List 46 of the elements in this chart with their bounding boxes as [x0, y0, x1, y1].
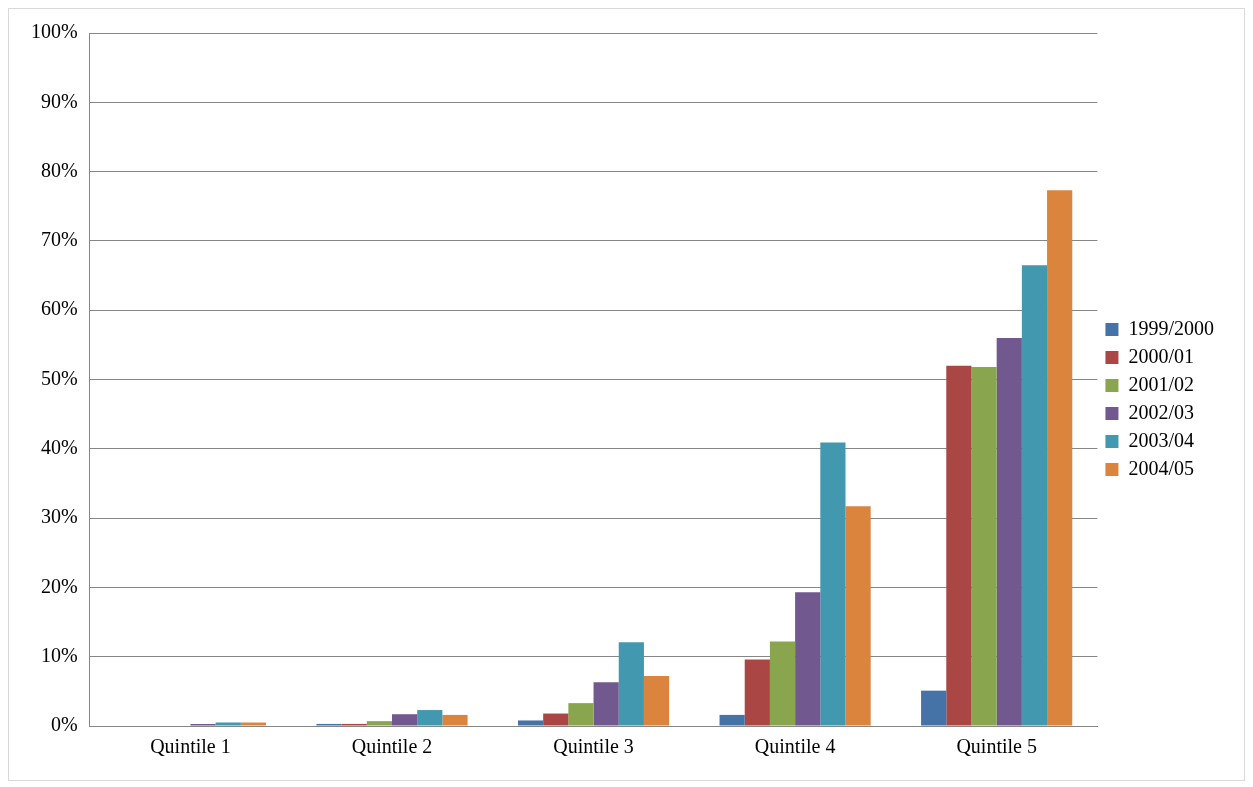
bar: [392, 714, 418, 726]
bar: [971, 367, 997, 726]
bar: [719, 714, 745, 726]
legend-label: 2002/03: [1128, 400, 1195, 423]
bar: [366, 721, 392, 726]
legend-label: 2000/01: [1128, 344, 1195, 367]
bar: [744, 659, 770, 726]
x-tick-label: Quintile 5: [956, 735, 1037, 758]
y-tick-label: 0%: [50, 713, 78, 736]
bar: [643, 676, 670, 726]
bar: [593, 682, 619, 726]
bar: [543, 713, 569, 726]
bar: [1021, 265, 1048, 726]
y-tick-label: 80%: [40, 158, 78, 181]
bar: [921, 690, 947, 726]
x-tick-label: Quintile 3: [553, 735, 634, 758]
legend-label: 2001/02: [1128, 372, 1195, 395]
y-tick-label: 70%: [40, 228, 78, 251]
y-tick-label: 30%: [40, 505, 78, 528]
y-tick-label: 10%: [40, 643, 78, 666]
y-tick-label: 60%: [40, 297, 78, 320]
bar: [215, 722, 241, 726]
bar: [517, 720, 544, 726]
bar: [1047, 190, 1073, 726]
legend-label: 2003/04: [1128, 428, 1195, 451]
y-tick-label: 90%: [40, 89, 78, 112]
x-tick-label: Quintile 4: [754, 735, 836, 758]
bar: [769, 641, 796, 726]
bar: [618, 642, 644, 726]
y-tick-label: 50%: [40, 366, 78, 389]
bar: [996, 337, 1022, 726]
legend-label: 2004/05: [1128, 456, 1195, 479]
x-tick-label: Quintile 1: [150, 735, 231, 758]
bar: [240, 722, 267, 726]
bar: [820, 442, 846, 726]
bar: [417, 710, 443, 726]
x-tick-label: Quintile 2: [351, 735, 433, 758]
y-tick-label: 40%: [40, 436, 78, 459]
bar: [568, 703, 594, 726]
bar: [845, 506, 871, 726]
bar: [946, 365, 972, 726]
y-tick-label: 100%: [30, 20, 78, 43]
bar: [795, 592, 821, 726]
y-tick-label: 20%: [40, 574, 78, 597]
legend-label: 1999/2000: [1128, 316, 1215, 339]
bar: [442, 714, 468, 726]
